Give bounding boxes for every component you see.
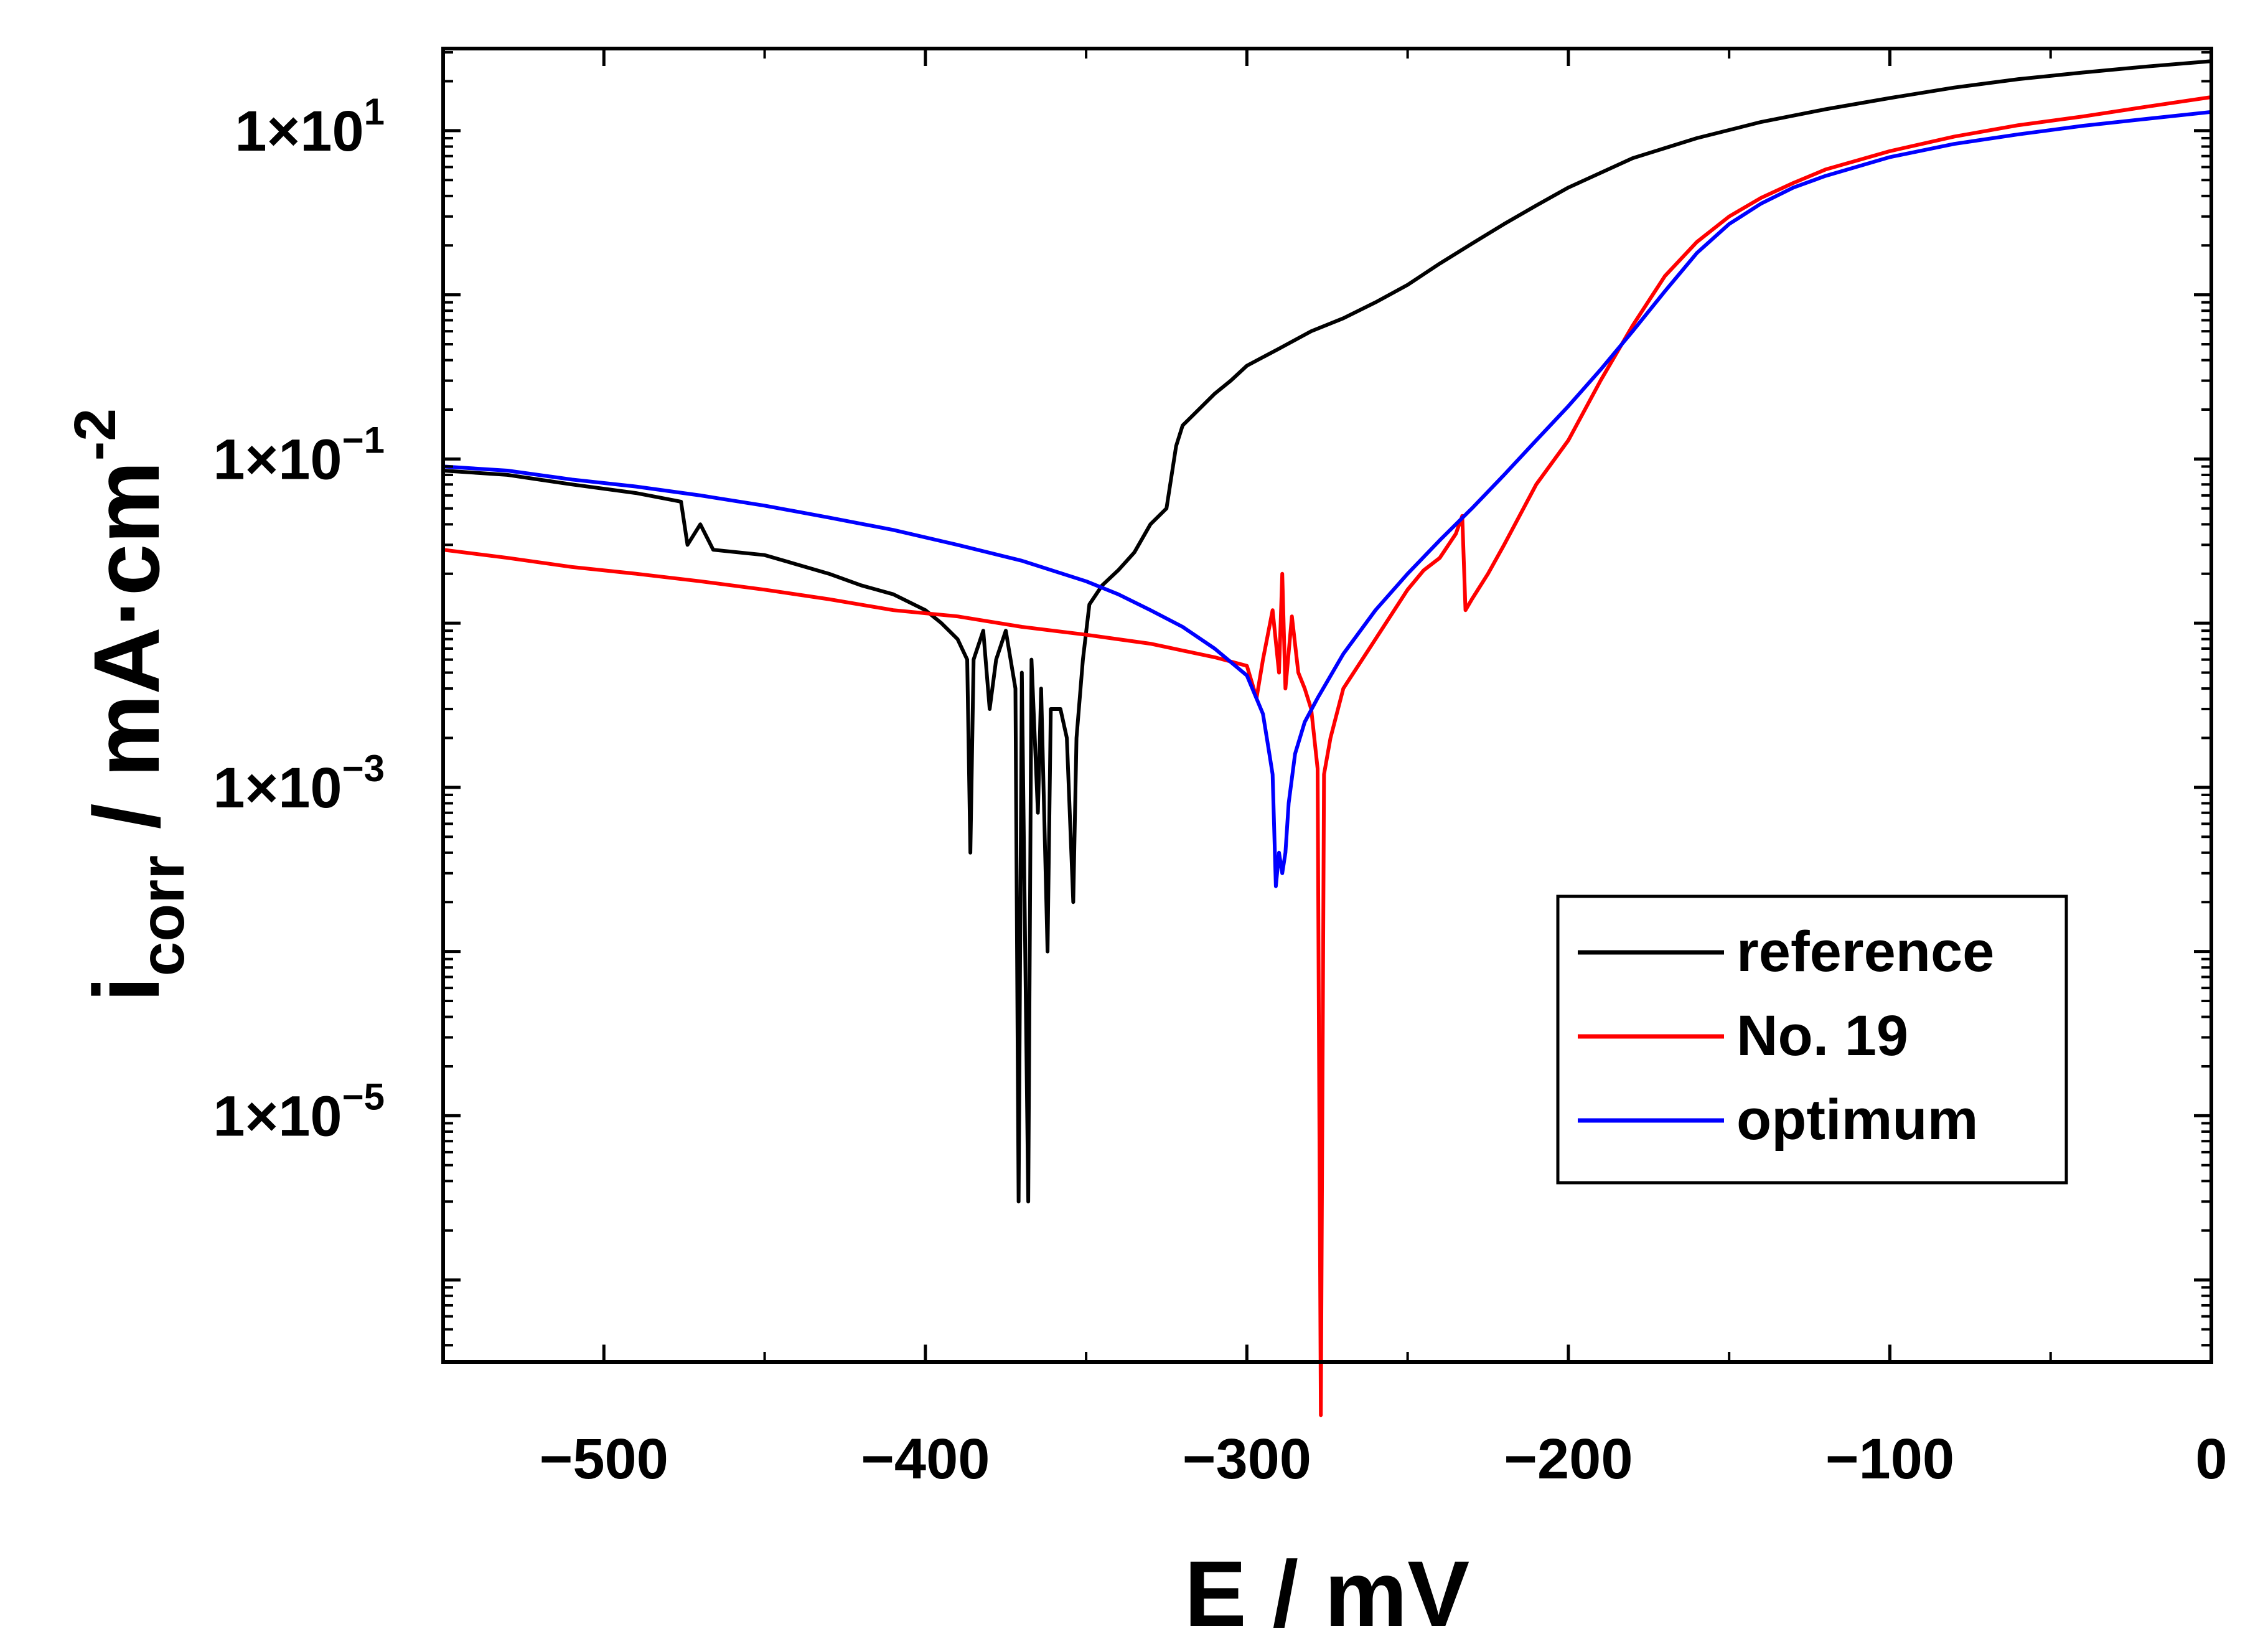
series-layer (443, 59, 2212, 1417)
y-tick-label: 1×10−5 (213, 1076, 385, 1148)
x-tick-label: 0 (2195, 1427, 2227, 1491)
legend: reference No. 19 optimum (1556, 895, 2068, 1185)
y-tick-label: 1×10−3 (213, 748, 385, 820)
x-axis-ticks: −500 −400 −300 −200 −100 0 (442, 49, 2228, 1491)
y-axis-title-sup: -2 (62, 408, 128, 461)
series-line-no-19 (443, 95, 2212, 1417)
y-axis-title-sub: corr (128, 855, 197, 977)
x-tick-label: −300 (1183, 1427, 1311, 1491)
x-tick-label: −400 (861, 1427, 990, 1491)
y-tick-label: 1×101 (235, 91, 385, 163)
series-line-reference (443, 59, 2212, 1204)
plot-frame (441, 47, 2213, 1364)
y-axis-title-rest: / mA·cm (74, 461, 179, 855)
legend-label-optimum: optimum (1736, 1088, 1978, 1152)
y-axis-title: icorr / mA·cm-2 (62, 408, 197, 1002)
y-tick-label: 1×10−1 (213, 419, 385, 491)
y-axis-title-main: i (74, 976, 179, 1002)
legend-label-reference: reference (1736, 920, 1994, 984)
x-tick-label: −200 (1504, 1427, 1633, 1491)
x-axis-title: E / mV (1184, 1541, 1470, 1639)
x-tick-label: −500 (540, 1427, 668, 1491)
y-axis-ticks: 1×101 1×10−1 1×10−3 1×10−5 (213, 51, 2211, 1347)
legend-label-no19: No. 19 (1736, 1004, 1908, 1068)
x-tick-label: −100 (1825, 1427, 1954, 1491)
legend-box (1556, 895, 2068, 1185)
series-line-optimum (443, 110, 2212, 888)
